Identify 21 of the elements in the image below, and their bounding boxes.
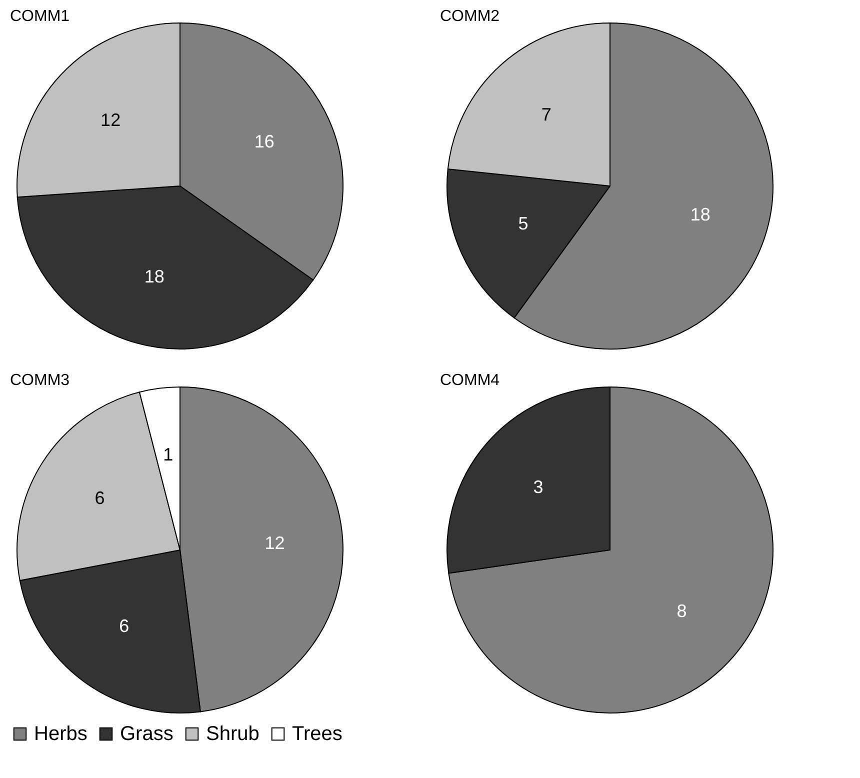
data-label: 3 xyxy=(533,476,544,497)
legend-label: Herbs xyxy=(34,723,88,745)
data-label: 18 xyxy=(690,204,710,224)
data-label: 7 xyxy=(541,104,552,124)
data-label: 8 xyxy=(676,601,687,622)
data-label: 6 xyxy=(94,488,105,508)
legend-label: Grass xyxy=(120,723,174,745)
chart-title: COMM3 xyxy=(10,372,70,389)
data-label: 12 xyxy=(264,533,285,554)
data-label: 18 xyxy=(144,266,164,286)
data-label: 12 xyxy=(100,110,121,130)
pie-slice xyxy=(448,386,774,714)
legend-label: Trees xyxy=(292,723,342,745)
data-label: 6 xyxy=(119,616,130,636)
chart-title: COMM1 xyxy=(10,8,70,25)
data-label: 1 xyxy=(163,444,174,465)
chart-title: COMM2 xyxy=(440,8,500,25)
chart-title: COMM4 xyxy=(440,372,500,389)
data-label: 5 xyxy=(518,214,528,234)
legend-label: Shrub xyxy=(206,723,260,745)
data-label: 16 xyxy=(254,131,274,152)
